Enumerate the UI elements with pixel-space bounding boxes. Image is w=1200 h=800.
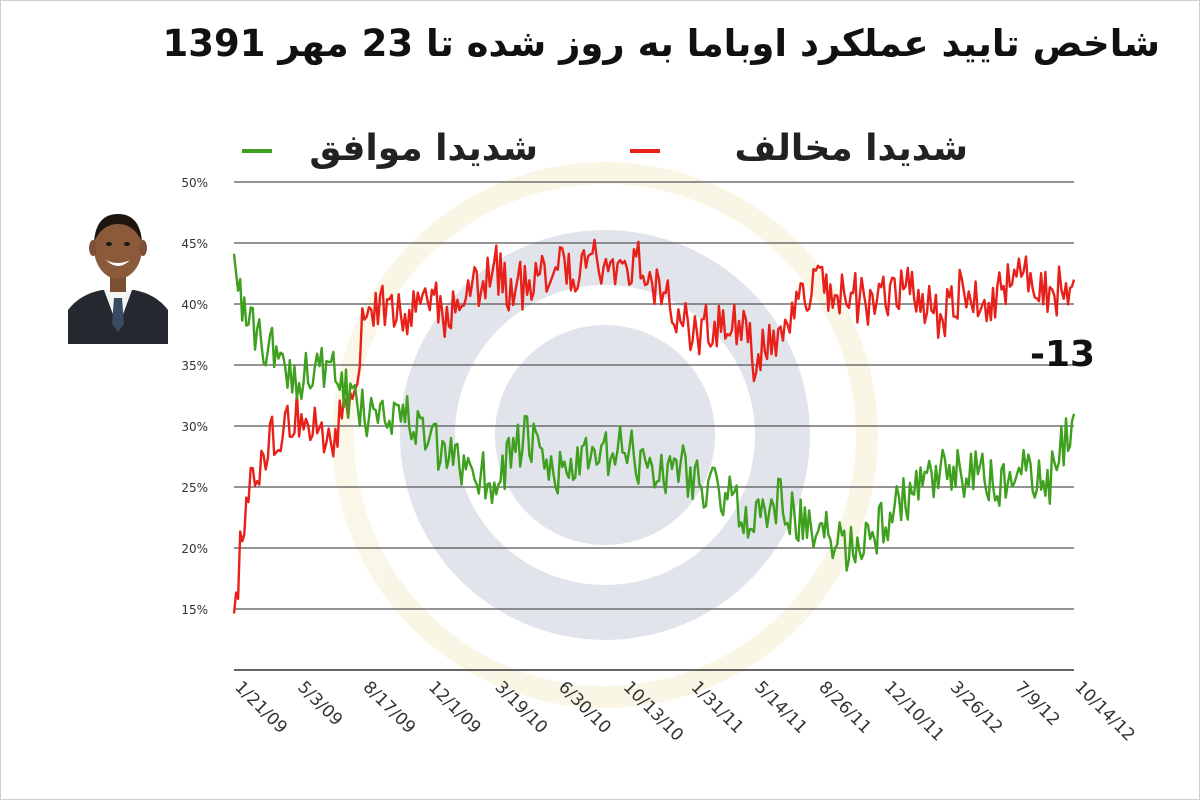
y-tick-label: 50%	[181, 176, 208, 190]
x-tick-label: 12/1/09	[424, 677, 484, 737]
y-tick-label: 45%	[181, 237, 208, 251]
y-tick-label: 30%	[181, 420, 208, 434]
y-tick-label: 20%	[181, 542, 208, 556]
series-line-approve	[232, 253, 1076, 572]
y-tick-label: 40%	[181, 298, 208, 312]
x-tick-label: 8/17/09	[359, 677, 419, 737]
x-tick-label: 8/26/11	[815, 677, 875, 737]
legend-label-opposed: شدیدا مخالف	[734, 128, 968, 169]
x-tick-label: 1/31/11	[687, 677, 747, 737]
x-tick-label: 3/26/12	[946, 677, 1006, 737]
legend-swatch-approve	[242, 149, 272, 153]
series-line-opposed	[232, 238, 1076, 614]
x-tick-label: 5/14/11	[750, 677, 810, 737]
y-tick-label: 25%	[181, 481, 208, 495]
legend-swatch-opposed	[630, 149, 660, 153]
x-tick-label: 1/21/09	[230, 677, 290, 737]
change-callout: -13	[1030, 334, 1096, 375]
x-tick-label: 12/10/11	[880, 677, 948, 745]
x-tick-label: 7/9/12	[1011, 677, 1064, 730]
x-tick-label: 5/3/09	[293, 677, 346, 730]
legend-label-approve: شدیدا موافق	[309, 128, 538, 169]
portrait-photo	[68, 198, 168, 344]
y-tick-label: 35%	[181, 359, 208, 373]
y-tick-label: 15%	[181, 603, 208, 617]
chart-title: شاخص تایید عملکرد اوباما به روز شده تا 2…	[162, 22, 1160, 65]
x-tick-label: 10/14/12	[1070, 677, 1138, 745]
